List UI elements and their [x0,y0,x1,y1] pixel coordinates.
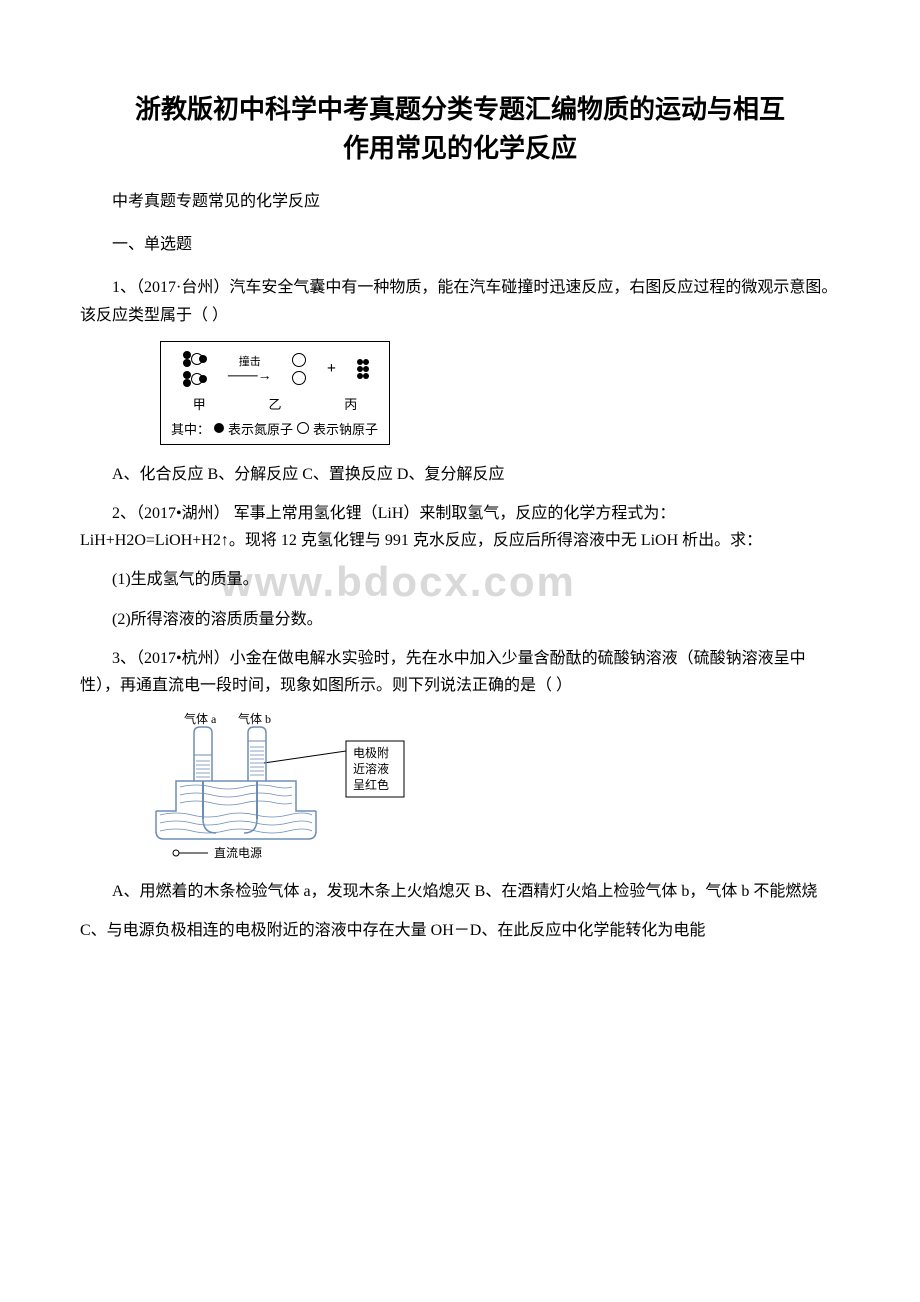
anno-3: 呈红色 [353,777,389,792]
legend-prefix: 其中： [171,419,210,438]
question-2-text: 2、（2017•湖州） 军事上常用氢化锂（LiH）来制取氢气，反应的化学方程式为… [80,500,840,554]
question-1-text: 1、（2017·台州）汽车安全气囊中有一种物质，能在汽车碰撞时迅速反应，右图反应… [80,274,840,328]
figure-1-reaction-diagram: 撞击 ───→ + 甲 乙 丙 其中： 表示氮原子 表示钠原子 [160,341,390,445]
question-2-sub1: (1)生成氢气的质量。 [80,566,840,593]
intro-text: 中考真题专题常见的化学反应 [80,188,840,215]
question-2-sub2: (2)所得溶液的溶质质量分数。 [80,606,840,633]
gas-a-label: 气体 a [184,711,217,726]
molecule-labels: 甲 乙 丙 [171,394,379,413]
document-title: 浙教版初中科学中考真题分类专题汇编物质的运动与相互 作用常见的化学反应 [80,90,840,168]
question-3-option-ab: A、用燃着的木条检验气体 a，发现木条上火焰熄灭 B、在酒精灯火焰上检验气体 b… [80,878,840,905]
reactant-molecules [181,351,207,387]
electrolysis-svg: 气体 a 气体 b 电极附 近溶液 呈红色 [146,711,426,861]
reaction-molecules: 撞击 ───→ + [171,348,379,390]
question-3-text: 3、（2017•杭州）小金在做电解水实验时，先在水中加入少量含酚酞的硫酸钠溶液（… [80,645,840,699]
product-sodium [292,353,306,385]
atom-legend: 其中： 表示氮原子 表示钠原子 [171,419,379,438]
title-line-1: 浙教版初中科学中考真题分类专题汇编物质的运动与相互 [135,95,785,124]
gas-b-label: 气体 b [238,711,271,726]
anno-1: 电极附 [353,746,389,760]
label-yi: 乙 [268,394,281,413]
legend-sodium: 表示钠原子 [313,419,378,438]
label-bing: 丙 [344,394,357,413]
section-1-heading: 一、单选题 [80,231,840,258]
question-1-options: A、化合反应 B、分解反应 C、置换反应 D、复分解反应 [80,461,840,488]
sodium-atom-icon [297,422,309,434]
plus-sign: + [327,360,336,378]
power-label: 直流电源 [214,846,262,860]
legend-nitrogen: 表示氮原子 [228,419,293,438]
nitrogen-atom-icon [214,423,224,433]
arrow-label: 撞击 ───→ [228,353,272,385]
product-nitrogen [357,359,369,379]
label-jia: 甲 [193,394,206,413]
question-3-option-cd: C、与电源负极相连的电极附近的溶液中存在大量 OH－D、在此反应中化学能转化为电… [80,917,840,944]
figure-2-electrolysis: 气体 a 气体 b 电极附 近溶液 呈红色 [146,711,426,866]
title-line-2: 作用常见的化学反应 [343,134,577,163]
anno-2: 近溶液 [353,761,389,776]
